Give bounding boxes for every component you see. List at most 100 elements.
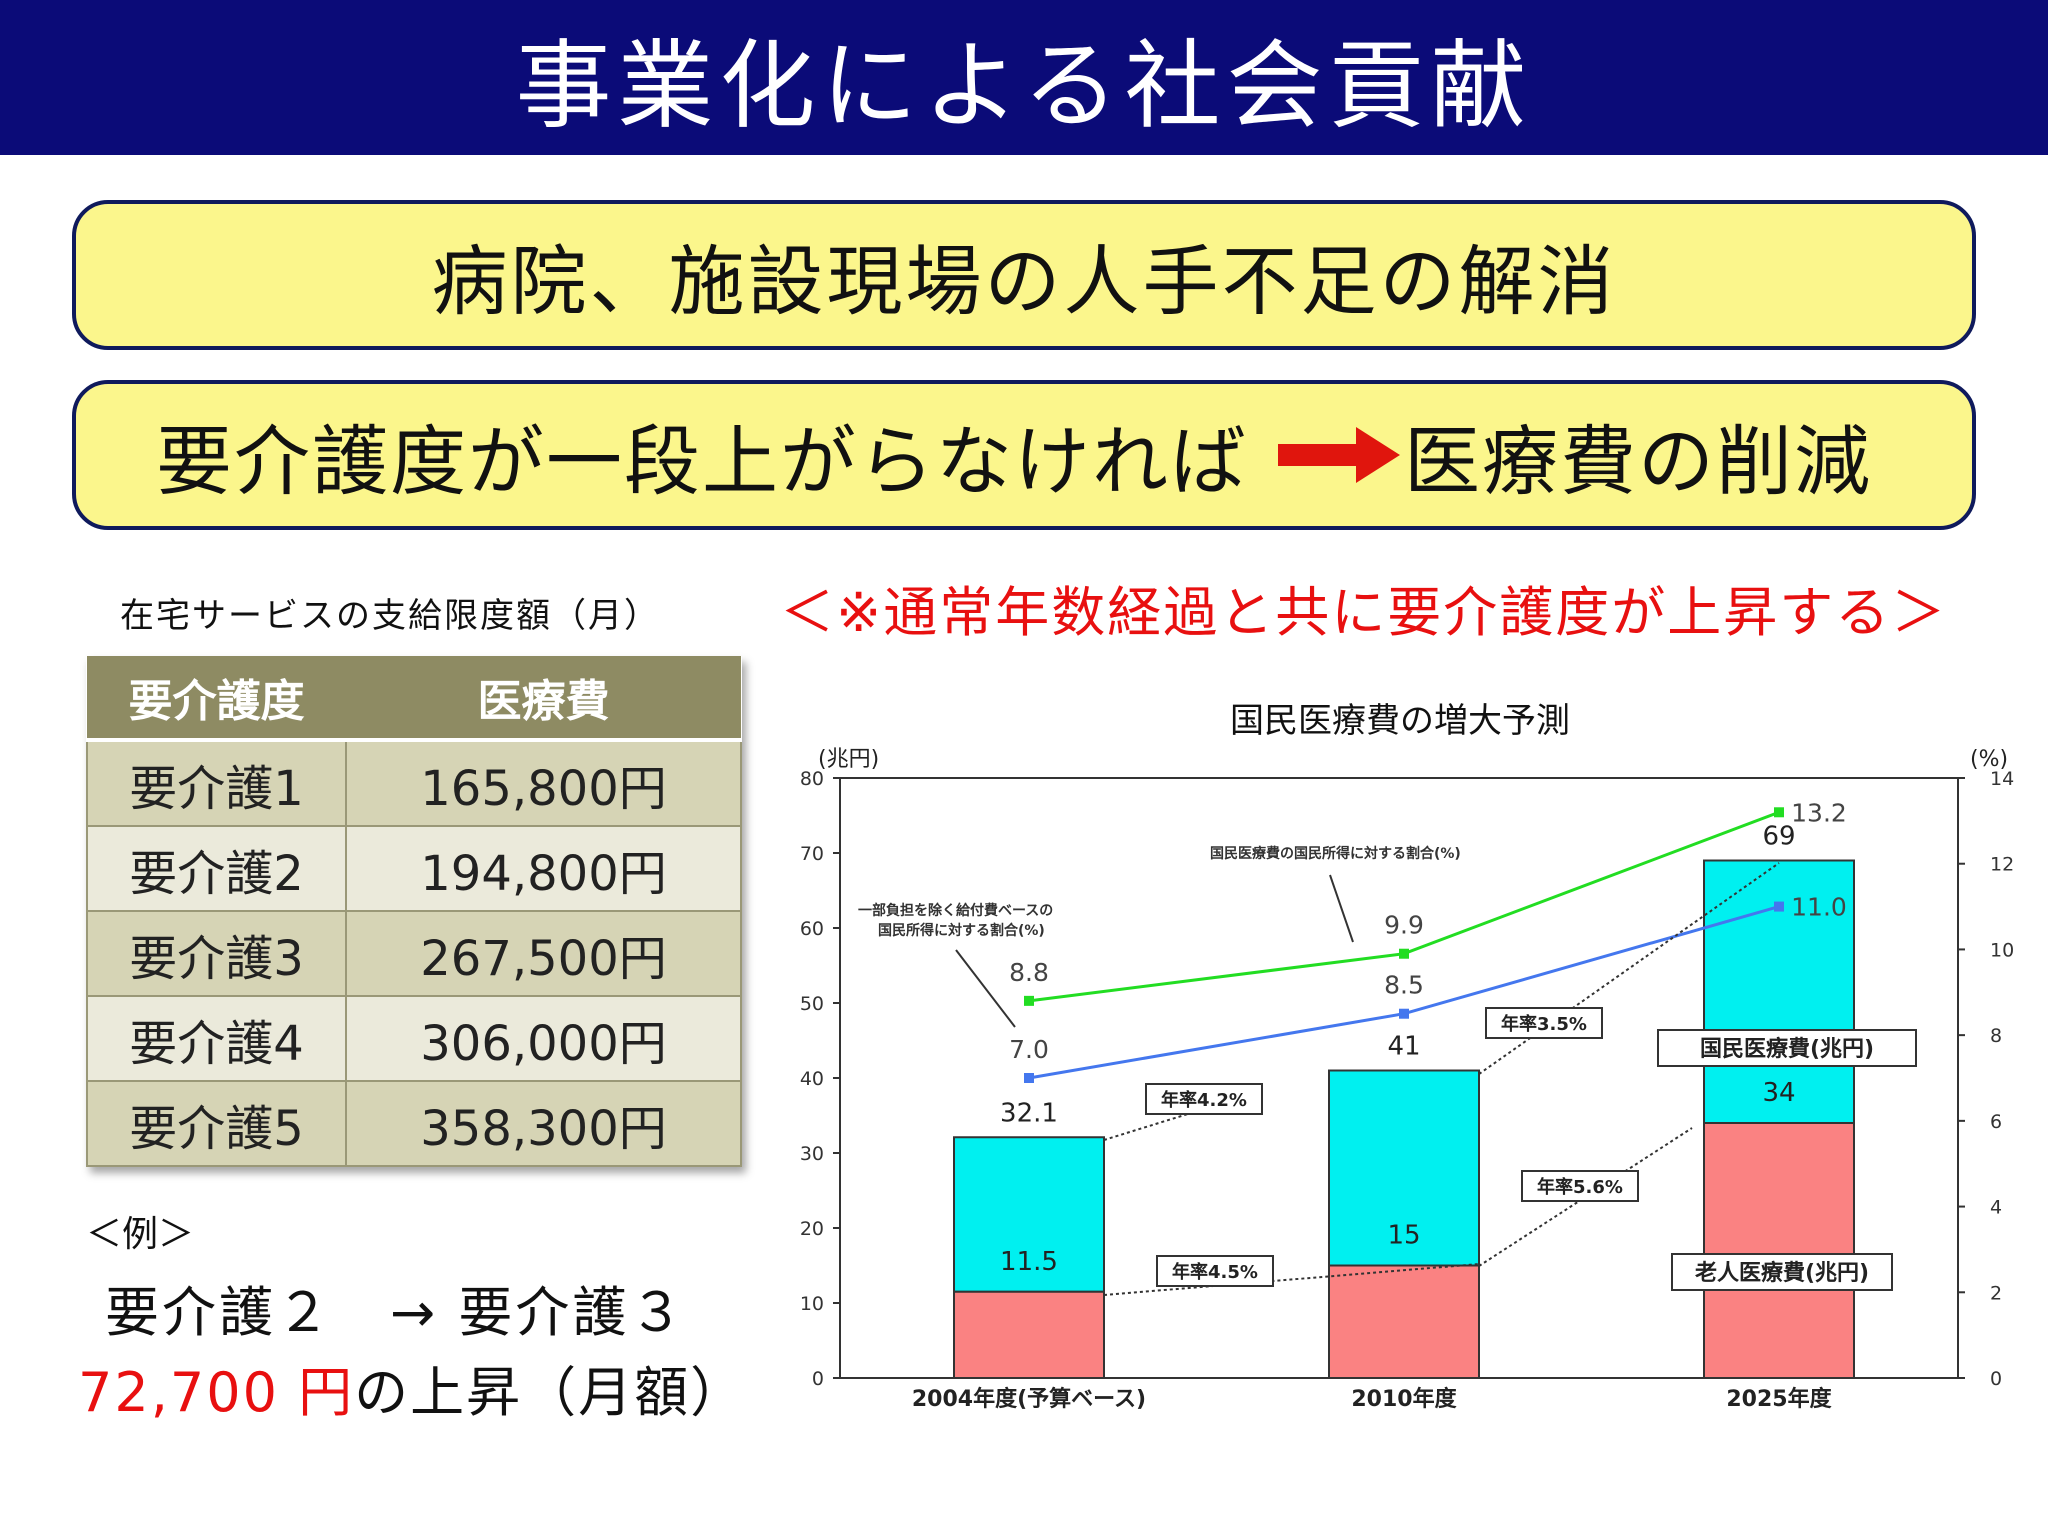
series-point	[1399, 1008, 1409, 1019]
table-header-row: 要介護度 医療費	[87, 656, 741, 742]
y2-tick-label: 14	[1990, 768, 2014, 790]
y2-tick-label: 8	[1990, 1025, 2002, 1047]
plot-area: 0 10 20 30 40 50 60 70 80 0 2 4 6 8 10 12 14 11.5 32.1 2004…	[800, 768, 2014, 1412]
y-tick-label: 70	[800, 843, 824, 865]
example-suffix: の上昇（月額）	[354, 1361, 747, 1424]
table-cell: 要介護4	[86, 995, 347, 1082]
y-tick-label: 10	[800, 1293, 824, 1315]
growth-connector	[1103, 1263, 1480, 1296]
annotation-pointer	[955, 949, 1016, 1028]
growth-rate-box	[1156, 1255, 1274, 1287]
table-cell: 要介護2	[86, 825, 347, 912]
bar-national-medical-cost	[1328, 1069, 1480, 1267]
bar-total-label: 41	[1387, 1032, 1420, 1062]
example-transition: 要介護２ → 要介護３	[105, 1281, 687, 1344]
growth-rate-box	[1145, 1083, 1263, 1115]
banner-condition-text: 要介護度が一段上がらなければ	[156, 417, 1248, 506]
care-level-note: ＜※通常年数経過と共に要介護度が上昇する＞	[780, 581, 1948, 644]
example-increase: 72,700 円の上昇（月額）	[78, 1348, 746, 1427]
y2-tick-label: 10	[1990, 939, 2014, 961]
y-tick-label: 20	[800, 1218, 824, 1240]
growth-rate-label: 年率4.5%	[1172, 1261, 1258, 1283]
care-limit-table: 要介護度 医療費 要介護1 165,800円 要介護2 194,800円 要介護…	[86, 656, 742, 1167]
right-axis-unit: (%)	[1970, 747, 2008, 772]
series-point	[1024, 1073, 1034, 1083]
bar-elderly-label: 34	[1762, 1078, 1795, 1108]
right-arrow-icon	[1278, 427, 1400, 483]
table-cell: 358,300円	[345, 1080, 742, 1167]
series-point	[1774, 807, 1784, 818]
example-amount: 72,700 円	[78, 1361, 355, 1424]
legend-box	[1671, 1253, 1893, 1291]
growth-rate-label: 年率4.2%	[1161, 1089, 1247, 1111]
y-tick-label: 30	[800, 1143, 824, 1165]
x-category-label: 2004年度(予算ベース)	[912, 1386, 1146, 1412]
banner-cost-reduction: 要介護度が一段上がらなければ 医療費の削減	[72, 380, 1976, 530]
series-value-label: 7.0	[1009, 1035, 1049, 1064]
y2-tick-label: 0	[1990, 1368, 2002, 1390]
table-caption: 在宅サービスの支給限度額（月）	[120, 596, 660, 636]
green-line-annotation: 国民医療費の国民所得に対する割合(%)	[1210, 845, 1461, 862]
growth-rate-box	[1485, 1007, 1603, 1039]
table-row: 要介護2 194,800円	[86, 825, 742, 912]
legend-label: 国民医療費(兆円)	[1700, 1036, 1874, 1062]
growth-rate-box	[1521, 1170, 1639, 1202]
growth-rate-label: 年率3.5%	[1501, 1013, 1587, 1035]
series-value-label: 11.0	[1791, 893, 1847, 922]
y-tick-label: 40	[800, 1068, 824, 1090]
table-row: 要介護5 358,300円	[86, 1080, 742, 1167]
x-category-label: 2025年度	[1726, 1386, 1832, 1412]
example-label: ＜例＞	[86, 1214, 195, 1255]
growth-rate-label: 年率5.6%	[1537, 1176, 1623, 1198]
y-tick-label: 60	[800, 918, 824, 940]
title-bar: 事業化による社会貢献	[0, 0, 2048, 155]
table-cell: 要介護1	[86, 739, 347, 827]
table-cell: 要介護5	[86, 1080, 347, 1167]
annotation-pointer	[1329, 874, 1354, 943]
bar-national-medical-cost	[953, 1136, 1105, 1293]
series-point	[1024, 995, 1034, 1006]
medical-cost-chart: 国民医療費の増大予測 (兆円) (%) 0 10 20 30 40 50 60 70 80 0 2 4…	[800, 701, 2014, 1412]
y2-tick-label: 6	[1990, 1111, 2002, 1133]
series-value-label: 9.9	[1384, 911, 1424, 940]
blue-line-annotation: 一部負担を除く給付費ベースの	[858, 902, 1053, 919]
page-title: 事業化による社会貢献	[515, 30, 1533, 142]
legend-box	[1657, 1029, 1917, 1067]
series-value-label: 13.2	[1791, 798, 1847, 827]
series-value-label: 8.5	[1384, 971, 1424, 1000]
column-header: 要介護度	[87, 656, 346, 742]
table-cell: 要介護3	[86, 910, 347, 997]
left-axis-unit: (兆円)	[818, 747, 879, 772]
table-row: 要介護3 267,500円	[86, 910, 742, 997]
table-cell: 306,000円	[345, 995, 742, 1082]
y2-tick-label: 12	[1990, 854, 2014, 876]
column-header: 医療費	[346, 656, 741, 742]
legend-label: 老人医療費(兆円)	[1694, 1260, 1869, 1286]
chart-title: 国民医療費の増大予測	[1230, 701, 1570, 741]
y2-tick-label: 4	[1990, 1197, 2002, 1219]
table-cell: 165,800円	[345, 739, 742, 827]
table-row: 要介護4 306,000円	[86, 995, 742, 1082]
table-row: 要介護1 165,800円	[86, 739, 742, 827]
series-point	[1774, 901, 1784, 912]
banner-staff-shortage-text: 病院、施設現場の人手不足の解消	[431, 237, 1617, 326]
series-value-label: 8.8	[1009, 958, 1049, 987]
bar-total-label: 69	[1762, 822, 1795, 852]
bar-elderly-medical-cost	[953, 1290, 1105, 1379]
bar-total-label: 32.1	[1000, 1098, 1058, 1128]
table-cell: 267,500円	[345, 910, 742, 997]
bar-elderly-label: 11.5	[1000, 1247, 1058, 1277]
y-tick-label: 0	[812, 1368, 824, 1390]
banner-result-text: 医療費の削減	[1404, 417, 1872, 506]
y2-tick-label: 2	[1990, 1282, 2002, 1304]
series-point	[1399, 948, 1409, 959]
y-tick-label: 50	[800, 993, 824, 1015]
banner-staff-shortage: 病院、施設現場の人手不足の解消	[72, 200, 1976, 350]
blue-line-annotation: 国民所得に対する割合(%)	[878, 922, 1045, 939]
bar-elderly-medical-cost	[1703, 1122, 1855, 1379]
bar-elderly-medical-cost	[1328, 1264, 1480, 1379]
table-cell: 194,800円	[345, 825, 742, 912]
bar-elderly-label: 15	[1387, 1221, 1420, 1251]
y-tick-label: 80	[800, 768, 824, 790]
x-category-label: 2010年度	[1351, 1386, 1457, 1412]
